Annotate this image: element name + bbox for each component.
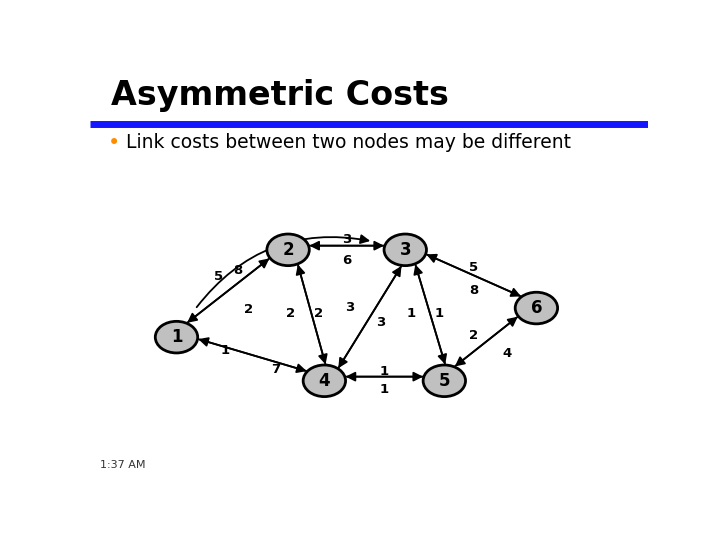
FancyArrowPatch shape	[189, 259, 269, 322]
Text: 6: 6	[531, 299, 542, 317]
Text: Asymmetric Costs: Asymmetric Costs	[111, 79, 449, 112]
Text: 2: 2	[286, 307, 295, 320]
Text: 1: 1	[221, 344, 230, 357]
FancyArrowPatch shape	[310, 242, 382, 249]
Text: 1: 1	[406, 307, 415, 320]
FancyArrowPatch shape	[348, 373, 423, 381]
Text: 2: 2	[469, 329, 478, 342]
FancyArrowPatch shape	[346, 373, 421, 381]
FancyArrowPatch shape	[456, 316, 518, 365]
FancyArrowPatch shape	[197, 235, 369, 307]
Circle shape	[384, 234, 426, 266]
FancyArrowPatch shape	[198, 339, 305, 372]
Circle shape	[423, 365, 466, 396]
FancyArrowPatch shape	[200, 338, 307, 371]
FancyArrowPatch shape	[297, 266, 325, 364]
Text: 3: 3	[376, 316, 385, 329]
FancyArrowPatch shape	[311, 242, 384, 249]
Text: 1: 1	[434, 307, 444, 320]
FancyArrowPatch shape	[339, 266, 402, 367]
Circle shape	[267, 234, 310, 266]
Text: 3: 3	[342, 233, 351, 246]
Text: •: •	[108, 133, 120, 153]
FancyArrowPatch shape	[187, 260, 268, 323]
Text: 5: 5	[469, 261, 478, 274]
Text: 4: 4	[318, 372, 330, 390]
Text: Link costs between two nodes may be different: Link costs between two nodes may be diff…	[126, 133, 571, 152]
Text: 1:37 AM: 1:37 AM	[100, 460, 145, 470]
FancyArrowPatch shape	[426, 254, 519, 296]
FancyArrowPatch shape	[415, 265, 446, 362]
Text: 5: 5	[214, 271, 223, 284]
Text: 2: 2	[245, 303, 253, 316]
Text: 8: 8	[233, 264, 243, 277]
Text: 1: 1	[379, 383, 389, 396]
Text: 6: 6	[342, 254, 351, 267]
Text: 4: 4	[503, 347, 512, 360]
Text: 7: 7	[271, 363, 280, 376]
FancyArrowPatch shape	[338, 268, 400, 368]
Text: 8: 8	[469, 284, 478, 297]
Text: 1: 1	[171, 328, 182, 346]
Text: 5: 5	[438, 372, 450, 390]
Circle shape	[516, 292, 557, 324]
Text: 2: 2	[314, 307, 323, 320]
Text: 2: 2	[282, 241, 294, 259]
FancyArrowPatch shape	[298, 265, 327, 362]
Text: 3: 3	[400, 241, 411, 259]
Text: 1: 1	[379, 365, 389, 378]
FancyArrowPatch shape	[428, 255, 521, 296]
Text: 3: 3	[345, 301, 354, 314]
FancyArrowPatch shape	[415, 266, 445, 364]
Circle shape	[303, 365, 346, 396]
Circle shape	[156, 321, 198, 353]
FancyArrowPatch shape	[455, 318, 516, 367]
